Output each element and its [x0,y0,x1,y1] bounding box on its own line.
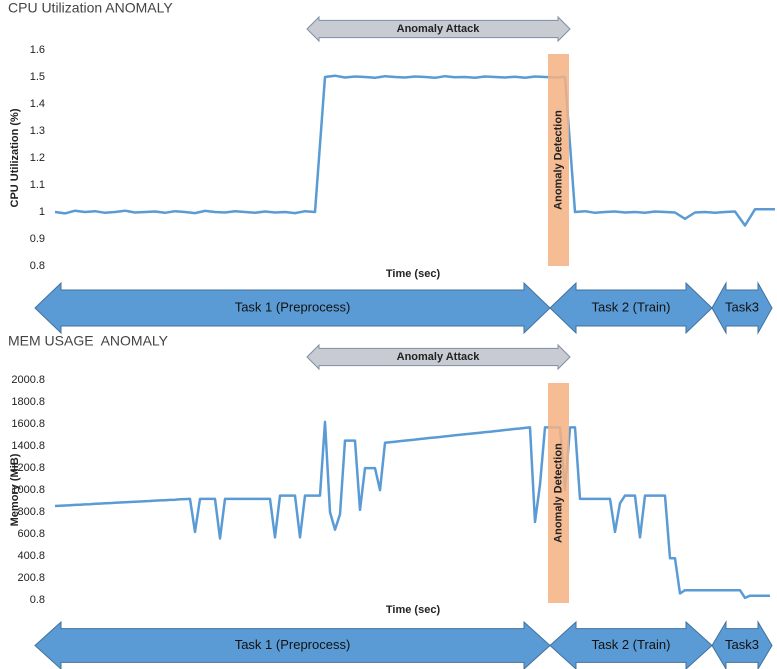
task-arrow [711,281,773,335]
y-tick-label: 200.8 [17,572,45,584]
y-tick-label: 1.5 [30,71,45,83]
task-label: Task 1 (Preprocess) [235,299,351,314]
x-axis-label: Time (sec) [386,268,441,280]
y-tick-label: 1.3 [30,125,45,137]
task-label: Task 1 (Preprocess) [235,637,351,652]
data-line [54,420,770,600]
y-tick-label: 600.8 [17,528,45,540]
y-tick-label: 0.8 [30,260,45,272]
y-tick-label: 0.9 [30,233,45,245]
attack-label: Anomaly Attack [397,351,481,363]
task-label: Task3 [725,637,759,652]
y-tick-label: 1000.8 [11,484,45,496]
y-tick-label: 1.6 [30,44,45,56]
y-tick-label: 1.1 [30,179,45,191]
y-tick-label: 400.8 [17,550,45,562]
x-axis-label: Time (sec) [386,604,441,616]
attack-arrow [306,343,571,371]
chart-title: CPU Utilization ANOMALY [8,0,173,16]
data-line [54,74,775,227]
y-tick-label: 800.8 [17,506,45,518]
y-tick-label: 1 [39,206,45,218]
y-tick-label: 2000.8 [11,374,45,386]
y-tick-label: 1200.8 [11,462,45,474]
task-label: Task 2 (Train) [592,299,671,314]
task-label: Task3 [725,299,759,314]
detection-band [548,54,569,266]
y-axis-label: CPU Utilization (%) [9,108,21,207]
y-tick-label: 1600.8 [11,418,45,430]
y-tick-label: 1.2 [30,152,45,164]
task-label: Task 2 (Train) [592,637,671,652]
y-axis-label: Memory (MiB) [9,453,21,526]
task-arrow [711,620,773,669]
attack-arrow [306,15,571,43]
attack-label: Anomaly Attack [397,23,481,35]
detection-label: Anomaly Detection [552,110,564,210]
detection-band [548,383,569,603]
y-tick-label: 1800.8 [11,396,45,408]
y-tick-label: 1.4 [30,98,45,110]
chart-title: MEM USAGE ANOMALY [8,333,169,349]
y-tick-label: 1400.8 [11,440,45,452]
detection-label: Anomaly Detection [552,443,564,543]
y-tick-label: 0.8 [30,594,45,606]
